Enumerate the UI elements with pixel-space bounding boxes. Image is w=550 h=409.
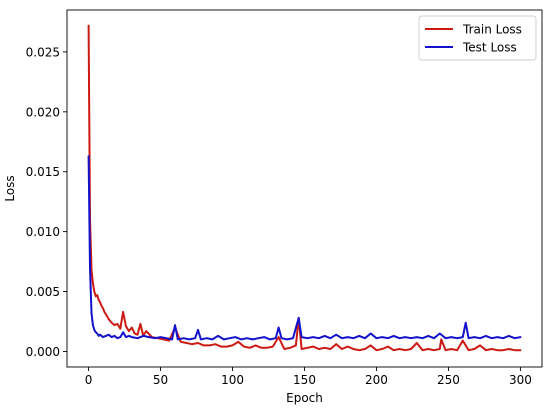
y-axis-label: Loss	[3, 175, 17, 201]
y-tick-label: 0.025	[26, 45, 60, 59]
test-loss-line	[87, 155, 522, 341]
x-tick-label: 50	[153, 373, 168, 387]
y-axis-ticks: 0.000 0.005 0.010 0.015 0.020 0.025	[26, 45, 67, 359]
x-tick-label: 0	[85, 373, 93, 387]
x-axis-label: Epoch	[286, 391, 323, 405]
y-tick-label: 0.015	[26, 165, 60, 179]
y-tick-label: 0.010	[26, 225, 60, 239]
x-axis-ticks: 0 50 100 150 200 250 300	[85, 367, 532, 387]
legend-box	[418, 15, 537, 61]
x-tick-label: 100	[221, 373, 244, 387]
legend-label: Train Loss	[462, 23, 522, 37]
x-tick-label: 200	[365, 373, 388, 387]
train-loss-line	[87, 24, 522, 352]
y-tick-label: 0.000	[26, 345, 60, 359]
y-tick-label: 0.020	[26, 105, 60, 119]
y-tick-label: 0.005	[26, 285, 60, 299]
x-tick-label: 300	[509, 373, 532, 387]
legend-label: Test Loss	[462, 41, 517, 55]
legend: Train Loss Test Loss	[418, 15, 537, 61]
series-layer	[87, 24, 522, 352]
x-tick-label: 250	[437, 373, 460, 387]
plot-frame	[66, 9, 543, 368]
x-tick-label: 150	[293, 373, 316, 387]
